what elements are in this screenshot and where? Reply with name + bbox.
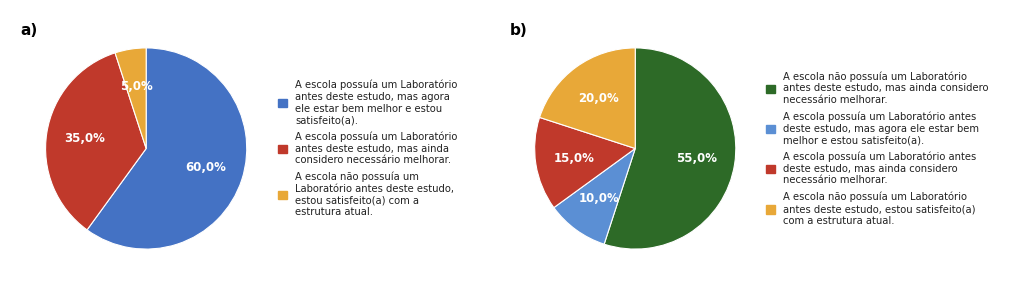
Wedge shape [554, 148, 636, 244]
Wedge shape [535, 117, 636, 208]
Wedge shape [540, 48, 636, 148]
Text: 20,0%: 20,0% [578, 91, 619, 105]
Wedge shape [87, 48, 246, 249]
Text: 15,0%: 15,0% [553, 152, 594, 165]
Text: 60,0%: 60,0% [185, 161, 226, 174]
Wedge shape [604, 48, 736, 249]
Text: 5,0%: 5,0% [120, 80, 152, 94]
Wedge shape [115, 48, 146, 148]
Text: 55,0%: 55,0% [677, 152, 717, 165]
Wedge shape [46, 53, 146, 230]
Text: b): b) [510, 23, 527, 38]
Legend: A escola possuía um Laboratório
antes deste estudo, mas agora
ele estar bem melh: A escola possuía um Laboratório antes de… [278, 80, 458, 217]
Text: 10,0%: 10,0% [578, 192, 619, 206]
Text: 35,0%: 35,0% [64, 132, 105, 145]
Legend: A escola não possuía um Laboratório
antes deste estudo, mas ainda considero
nece: A escola não possuía um Laboratório ante… [765, 71, 988, 226]
Text: a): a) [20, 23, 38, 38]
